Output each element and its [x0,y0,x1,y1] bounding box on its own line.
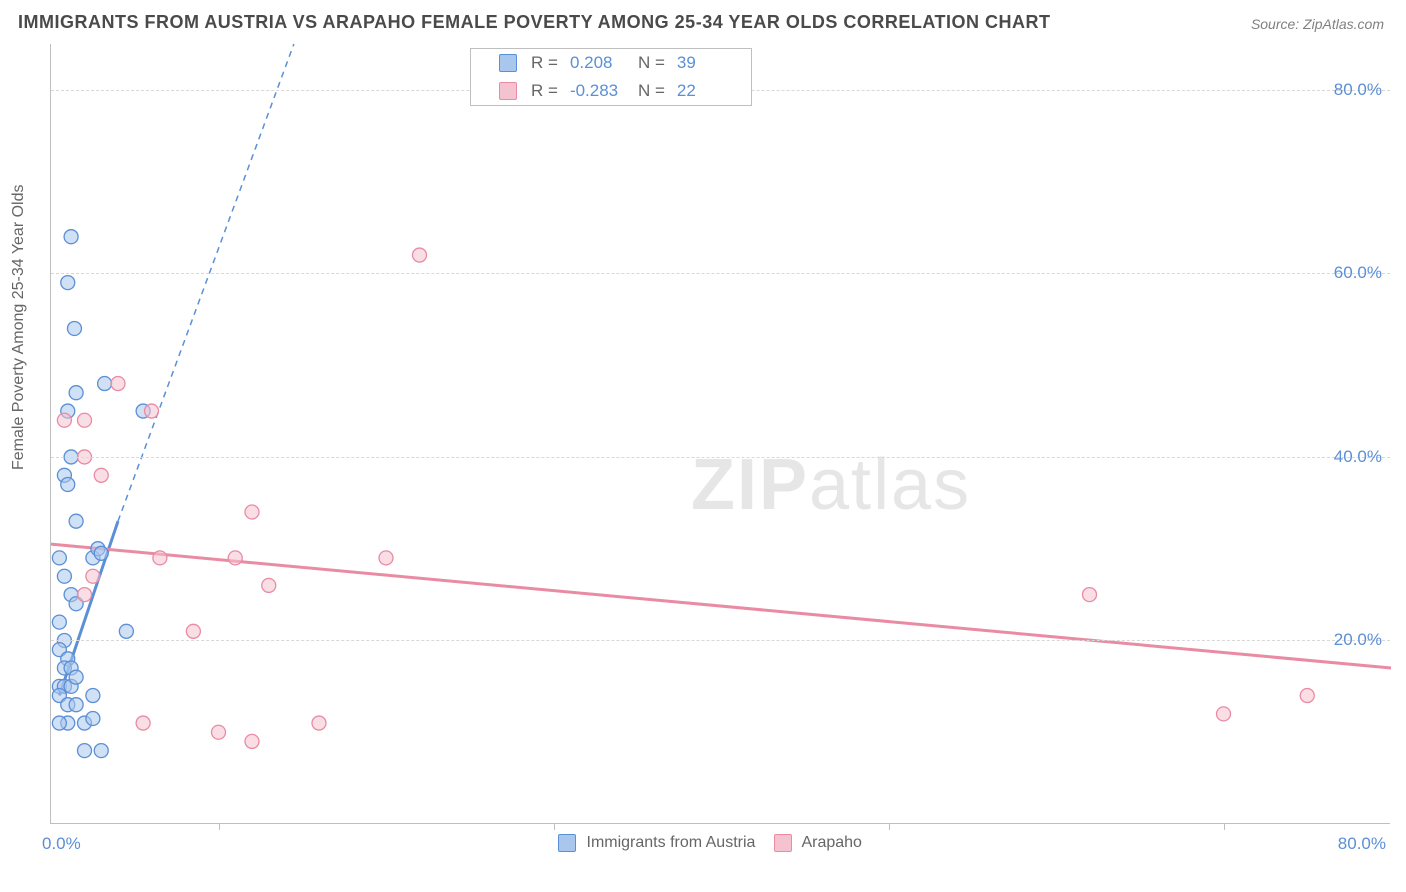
data-point [69,514,83,528]
data-point [78,588,92,602]
series-legend: Immigrants from Austria Arapaho [0,834,1406,852]
data-point [111,377,125,391]
data-point [61,477,75,491]
x-tick [1224,823,1225,830]
data-point [245,505,259,519]
legend-r-label: R = [531,81,558,101]
x-tick [554,823,555,830]
data-point [312,716,326,730]
data-point [52,551,66,565]
correlation-legend: R = 0.208 N = 39 R = -0.283 N = 22 [470,48,752,106]
legend-label: Arapaho [801,834,862,851]
data-point [413,248,427,262]
chart-canvas [51,44,1390,823]
swatch-icon [499,54,517,72]
data-point [86,689,100,703]
data-point [94,468,108,482]
data-point [57,569,71,583]
data-point [245,734,259,748]
x-tick [219,823,220,830]
data-point [94,546,108,560]
data-point [69,670,83,684]
data-point [228,551,242,565]
data-point [136,716,150,730]
swatch-icon [774,834,792,852]
chart-title: IMMIGRANTS FROM AUSTRIA VS ARAPAHO FEMAL… [18,12,1051,33]
data-point [86,569,100,583]
x-tick [889,823,890,830]
data-point [61,276,75,290]
legend-r-value: 0.208 [570,53,630,73]
legend-row-austria: R = 0.208 N = 39 [471,49,751,77]
y-tick-label: 60.0% [1334,263,1382,283]
data-point [153,551,167,565]
data-point [69,386,83,400]
source-label: Source: ZipAtlas.com [1251,16,1384,32]
data-point [1217,707,1231,721]
y-tick-label: 20.0% [1334,630,1382,650]
legend-n-value: 22 [677,81,737,101]
data-point [1083,588,1097,602]
data-point [52,615,66,629]
data-point [145,404,159,418]
data-point [186,624,200,638]
data-point [64,230,78,244]
y-axis-label: Female Poverty Among 25-34 Year Olds [10,185,28,471]
swatch-icon [558,834,576,852]
data-point [379,551,393,565]
data-point [67,321,81,335]
legend-label: Immigrants from Austria [587,834,756,851]
data-point [1300,689,1314,703]
gridline [51,640,1390,641]
data-point [94,744,108,758]
y-tick-label: 80.0% [1334,80,1382,100]
data-point [57,413,71,427]
plot-area: ZIPatlas 20.0%40.0%60.0%80.0% [50,44,1390,824]
swatch-icon [499,82,517,100]
legend-r-value: -0.283 [570,81,630,101]
data-point [78,413,92,427]
legend-r-label: R = [531,53,558,73]
data-point [98,377,112,391]
legend-n-label: N = [638,81,665,101]
data-point [78,744,92,758]
data-point [69,698,83,712]
gridline [51,457,1390,458]
legend-n-label: N = [638,53,665,73]
legend-n-value: 39 [677,53,737,73]
y-tick-label: 40.0% [1334,447,1382,467]
data-point [262,578,276,592]
data-point [212,725,226,739]
gridline [51,273,1390,274]
data-point [52,716,66,730]
data-point [119,624,133,638]
data-point [86,711,100,725]
legend-row-arapaho: R = -0.283 N = 22 [471,77,751,105]
